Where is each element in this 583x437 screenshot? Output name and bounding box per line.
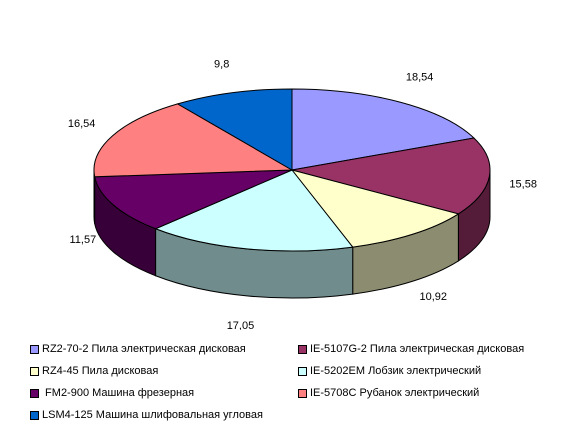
legend-item-rz2-70-2: RZ2-70-2 Пила электрическая дисковая — [30, 343, 246, 355]
legend-label: IE-5107G-2 Пила электрическая дисковая — [310, 343, 525, 355]
data-label: 18,54 — [406, 71, 434, 83]
legend-label: IE-5708C Рубанок электрический — [310, 387, 480, 399]
data-label: 9,8 — [214, 58, 229, 70]
legend-swatch — [298, 344, 307, 354]
legend-swatch — [30, 388, 39, 398]
data-label: 11,57 — [70, 234, 97, 246]
pie-slice — [176, 88, 293, 171]
data-label: 15,58 — [509, 178, 537, 190]
data-label: 16,54 — [68, 118, 96, 130]
legend-swatch — [298, 366, 307, 376]
legend-item-ie-5202em: IE-5202EM Лобзик электрический — [298, 365, 481, 377]
legend-label: RZ2-70-2 Пила электрическая дисковая — [42, 343, 246, 355]
pie-chart: 18,54 15,58 10,92 17,05 11,57 16,54 9,8 — [68, 58, 537, 330]
legend-item-lsm4-125: LSM4-125 Машина шлифовальная угловая — [30, 409, 263, 421]
data-labels: 18,54 15,58 10,92 17,05 11,57 16,54 9,8 — [68, 58, 537, 330]
pie-slice — [94, 169, 293, 230]
pie-slice — [290, 169, 460, 248]
legend-item-ie-5107g-2: IE-5107G-2 Пила электрическая дисковая — [298, 343, 524, 355]
legend-swatch — [30, 410, 39, 420]
legend-swatch — [298, 388, 307, 398]
pie-slices — [93, 88, 491, 299]
legend-label: IE-5202EM Лобзик электрический — [310, 365, 482, 377]
pie-slice — [291, 137, 491, 215]
legend-swatch — [30, 344, 39, 354]
legend-item-rz4-45: RZ4-45 Пила дисковая — [30, 365, 158, 377]
legend-item-ie-5708c: IE-5708C Рубанок электрический — [298, 387, 479, 399]
pie-slice — [154, 169, 354, 252]
legend-label: LSM4-125 Машина шлифовальная угловая — [42, 409, 263, 421]
pie-slice — [291, 88, 475, 171]
data-label: 17,05 — [227, 320, 255, 330]
data-label: 10,92 — [420, 291, 448, 303]
legend-swatch — [30, 366, 39, 376]
legend-item-fm2-900: FM2-900 Машина фрезерная — [30, 387, 194, 399]
legend-label: RZ4-45 Пила дисковая — [42, 365, 159, 377]
legend-label: FM2-900 Машина фрезерная — [42, 387, 195, 399]
pie-slice — [93, 103, 294, 178]
